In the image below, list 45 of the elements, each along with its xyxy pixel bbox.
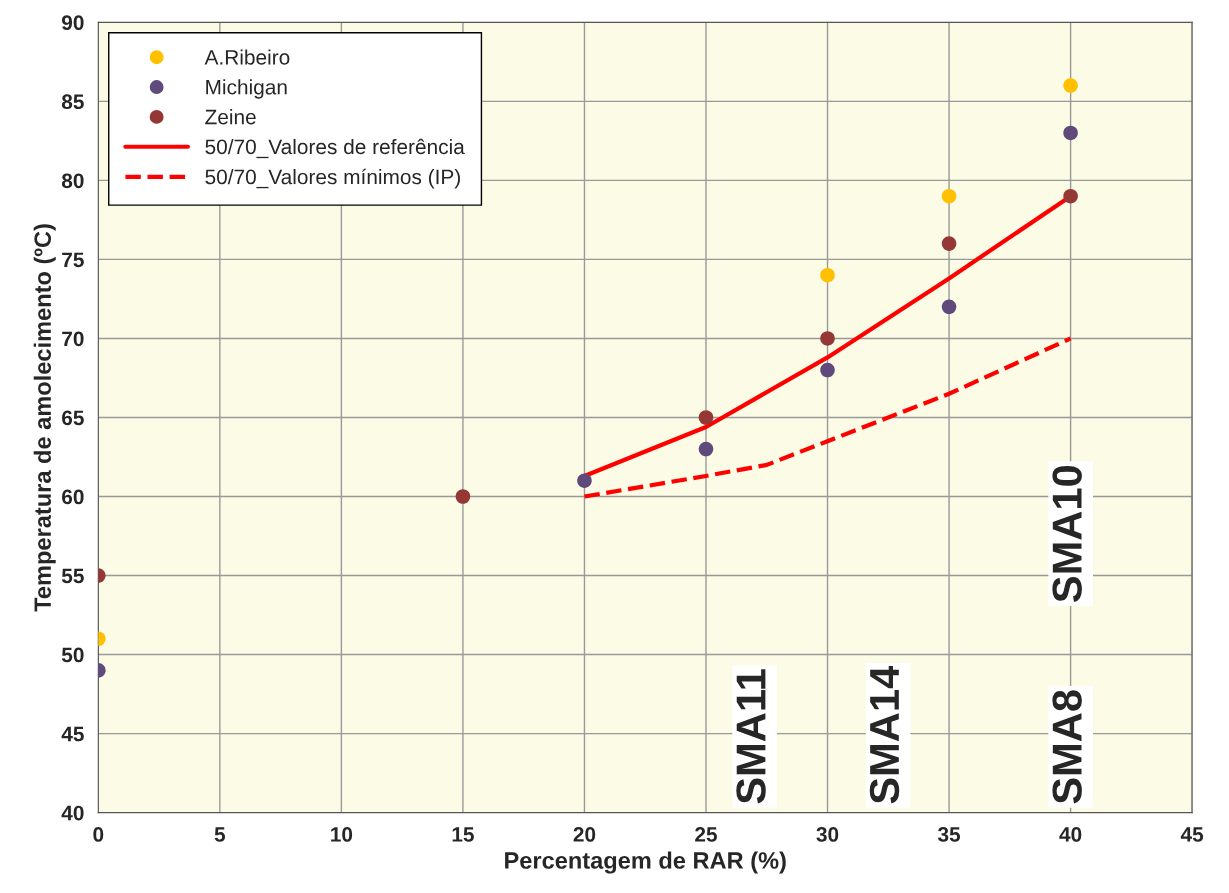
x-tick-label: 35 <box>937 827 961 842</box>
x-tick-label: 5 <box>214 827 226 842</box>
legend-label: A.Ribeiro <box>204 49 290 65</box>
legend-label: Michigan <box>206 79 287 99</box>
y-tick-label: 50 <box>61 647 84 663</box>
y-tick-label: 70 <box>62 331 84 347</box>
point <box>1063 125 1078 141</box>
y-tick-label: 90 <box>61 15 84 31</box>
annotation: SMA11 <box>736 669 766 804</box>
point <box>698 441 714 457</box>
point <box>455 489 471 504</box>
y-tick-label: 65 <box>62 410 84 426</box>
y-tick-label: 75 <box>62 252 84 268</box>
x-tick-label: 20 <box>573 827 596 842</box>
point <box>941 188 957 204</box>
x-tick-label: 45 <box>1180 827 1204 842</box>
x-tick-label: 30 <box>816 827 839 842</box>
point <box>820 331 835 346</box>
x-tick-label: 0 <box>93 827 104 842</box>
point <box>820 362 835 378</box>
y-tick-label: 85 <box>61 94 84 110</box>
point <box>941 236 957 251</box>
legend-label: Zeine <box>205 109 256 125</box>
annotation: SMA8 <box>1052 690 1082 804</box>
annotation: SMA14 <box>869 666 900 804</box>
legend-label: 50/70_Valores de referência <box>205 138 465 159</box>
point <box>1063 188 1078 204</box>
y-tick-label: 45 <box>61 726 84 742</box>
point <box>577 473 592 488</box>
annotation: SMA10 <box>1052 465 1082 602</box>
point <box>698 410 714 425</box>
y-tick-label: 40 <box>61 805 84 821</box>
x-axis-title: Percentagem de RAR (%) <box>505 851 786 874</box>
y-tick-label: 55 <box>61 568 84 584</box>
y-tick-label: 60 <box>62 489 84 505</box>
y-tick-label: 80 <box>61 173 84 189</box>
point <box>941 299 957 315</box>
point <box>820 267 835 283</box>
x-tick-label: 15 <box>452 827 474 842</box>
x-tick-label: 40 <box>1059 827 1082 842</box>
x-tick-label: 10 <box>331 827 353 842</box>
x-tick-label: 25 <box>695 827 717 842</box>
point <box>1063 78 1078 93</box>
legend-label: 50/70_Valores mínimos (IP) <box>205 168 460 189</box>
y-axis-title: Temperatura de amolecimento (ºC) <box>33 224 56 612</box>
